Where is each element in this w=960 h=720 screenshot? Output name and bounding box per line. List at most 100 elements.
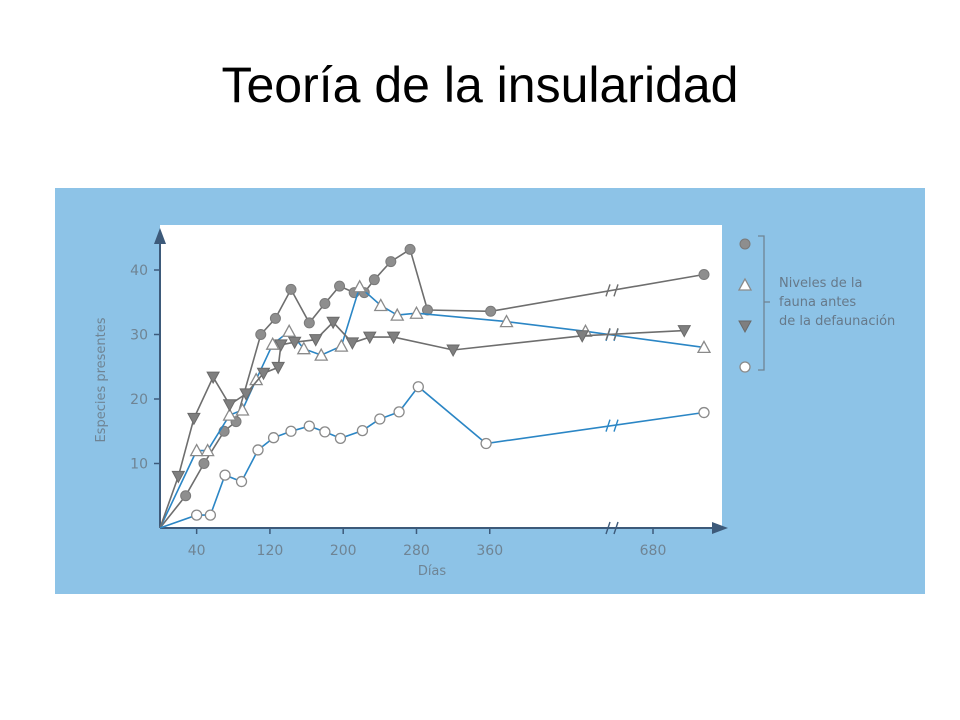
- x-tick-label-680: 680: [640, 543, 667, 559]
- data-point: [255, 329, 267, 340]
- data-point: [345, 337, 360, 350]
- x-axis-break-a: [605, 521, 611, 535]
- data-point: [485, 305, 497, 317]
- x-axis-arrow: [712, 522, 728, 534]
- data-point: [267, 432, 280, 444]
- data-point: [287, 336, 302, 350]
- data-point: [352, 279, 367, 293]
- data-point: [204, 509, 217, 521]
- series-break-b: [613, 419, 619, 432]
- data-point: [206, 371, 220, 385]
- data-point: [282, 323, 297, 337]
- data-point: [385, 256, 397, 268]
- data-point: [374, 413, 386, 425]
- series-line-open-triangle: [159, 285, 705, 529]
- data-point: [180, 490, 192, 502]
- data-point: [386, 331, 401, 345]
- axis-labels: 10 20 30 40 40 120 200 280 360 680 Días Especies pr…: [94, 263, 666, 579]
- data-point: [171, 470, 186, 484]
- data-point: [446, 344, 460, 358]
- y-tick-label-10: 10: [130, 457, 148, 473]
- data-point: [190, 509, 203, 521]
- x-tick-label-120: 120: [257, 543, 284, 559]
- data-point: [698, 269, 710, 281]
- data-point: [285, 283, 297, 295]
- data-point: [319, 426, 331, 438]
- data-point: [404, 243, 416, 255]
- data-point: [499, 314, 514, 328]
- data-point: [265, 336, 280, 350]
- data-point: [189, 443, 204, 457]
- legend: Niveles de la fauna antes de la defaunació…: [737, 235, 895, 373]
- series-break-a: [605, 284, 611, 297]
- data-point: [269, 312, 281, 324]
- y-tick-label-30: 30: [130, 328, 148, 344]
- data-point: [219, 469, 231, 481]
- data-point: [334, 432, 347, 444]
- data-point: [480, 437, 492, 450]
- data-point: [252, 444, 264, 456]
- data-point: [368, 274, 380, 286]
- data-point: [698, 406, 710, 419]
- slide-title: Teoría de la insularidad: [221, 57, 739, 113]
- x-tick-label-40: 40: [188, 543, 206, 559]
- plot-area: [160, 225, 722, 528]
- legend-marker-open-circle: [739, 361, 751, 373]
- data-point: [271, 361, 286, 375]
- y-tick-label-40: 40: [130, 263, 148, 279]
- series-break-a: [605, 419, 611, 432]
- y-tick-label-20: 20: [130, 392, 148, 408]
- x-tick-label-280: 280: [403, 543, 430, 559]
- data-point: [412, 381, 424, 393]
- series-break-b: [613, 328, 619, 341]
- series-break-a: [605, 328, 611, 341]
- y-axis-arrow: [154, 228, 166, 244]
- legend-text-line: Niveles de la: [779, 276, 863, 291]
- data-point: [256, 367, 271, 381]
- x-tick-label-200: 200: [330, 543, 357, 559]
- series-filled-triangle-down: [159, 316, 692, 529]
- data-point: [285, 425, 297, 437]
- data-point: [677, 325, 692, 338]
- data-point: [334, 280, 346, 292]
- series-open-circle: [159, 381, 710, 529]
- legend-marker-open-triangle: [737, 277, 753, 291]
- series-filled-circle: [159, 243, 710, 529]
- legend-marker-filled-triangle-down: [738, 320, 752, 334]
- data-point: [200, 443, 215, 457]
- data-point: [356, 424, 369, 437]
- x-tick-label-360: 360: [476, 543, 503, 559]
- y-axis-title: Especies presentes: [94, 317, 109, 442]
- data-point: [393, 406, 405, 418]
- legend-bracket: [758, 235, 765, 371]
- data-point: [218, 425, 230, 437]
- data-point: [235, 402, 250, 416]
- data-point: [696, 340, 712, 354]
- data-point: [235, 475, 248, 488]
- legend-text-line: fauna antes: [779, 295, 856, 310]
- data-point: [187, 412, 201, 426]
- data-point: [222, 407, 237, 421]
- data-point: [326, 316, 340, 330]
- data-point: [239, 388, 253, 401]
- legend-text-line: de la defaunación: [779, 314, 895, 329]
- data-point: [373, 298, 388, 312]
- data-point: [198, 458, 210, 469]
- x-axis-break-b: [613, 521, 619, 535]
- data-point: [274, 339, 288, 352]
- data-point: [303, 317, 315, 329]
- data-point: [409, 305, 424, 319]
- data-point: [362, 331, 377, 345]
- series-group: [159, 243, 712, 529]
- legend-marker-filled-circle: [739, 238, 751, 250]
- data-point: [308, 334, 323, 347]
- series-line-filled-triangle-down: [159, 321, 685, 529]
- series-break-b: [613, 284, 619, 297]
- data-point: [314, 347, 329, 361]
- x-axis-title: Días: [418, 564, 447, 579]
- data-point: [575, 330, 590, 343]
- data-point: [303, 420, 315, 432]
- data-point: [390, 307, 405, 321]
- data-point: [334, 338, 349, 352]
